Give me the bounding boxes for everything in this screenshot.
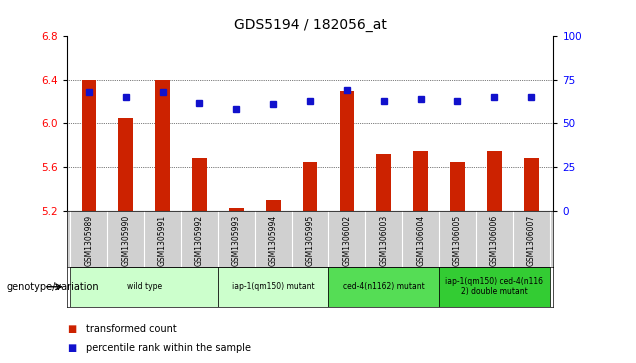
Text: transformed count: transformed count (86, 323, 177, 334)
Title: GDS5194 / 182056_at: GDS5194 / 182056_at (233, 19, 387, 33)
Bar (413, 151, 428, 211)
Text: iap-1(qm150) ced-4(n116
2) double mutant: iap-1(qm150) ced-4(n116 2) double mutant (445, 277, 543, 297)
Bar (487, 151, 502, 211)
Bar (450, 162, 465, 211)
Bar (192, 158, 207, 211)
Text: GSM1305989: GSM1305989 (85, 215, 93, 266)
Bar (155, 80, 170, 211)
Bar (439, 267, 550, 307)
Bar (229, 208, 244, 211)
Text: genotype/variation: genotype/variation (6, 282, 99, 292)
Bar (303, 162, 317, 211)
Text: GSM1305994: GSM1305994 (268, 215, 278, 266)
Text: ced-4(n1162) mutant: ced-4(n1162) mutant (343, 282, 425, 291)
Text: ■: ■ (67, 323, 76, 334)
Text: GSM1305990: GSM1305990 (121, 215, 130, 266)
Text: GSM1306006: GSM1306006 (490, 215, 499, 266)
Bar (340, 91, 354, 211)
Bar (81, 80, 96, 211)
Text: GSM1305991: GSM1305991 (158, 215, 167, 266)
Bar (328, 267, 439, 307)
Text: GSM1305992: GSM1305992 (195, 215, 204, 266)
Bar (266, 200, 280, 211)
Text: GSM1306002: GSM1306002 (342, 215, 352, 266)
Bar (524, 158, 539, 211)
Text: GSM1305993: GSM1305993 (232, 215, 241, 266)
Text: iap-1(qm150) mutant: iap-1(qm150) mutant (232, 282, 315, 291)
Text: ■: ■ (67, 343, 76, 354)
Text: GSM1306003: GSM1306003 (379, 215, 388, 266)
Text: GSM1306005: GSM1306005 (453, 215, 462, 266)
Text: GSM1305995: GSM1305995 (305, 215, 315, 266)
Bar (218, 267, 328, 307)
Text: GSM1306004: GSM1306004 (416, 215, 425, 266)
Text: wild type: wild type (127, 282, 162, 291)
Bar (377, 154, 391, 211)
Bar (118, 118, 133, 211)
Bar (71, 267, 218, 307)
Text: percentile rank within the sample: percentile rank within the sample (86, 343, 251, 354)
Text: GSM1306007: GSM1306007 (527, 215, 536, 266)
